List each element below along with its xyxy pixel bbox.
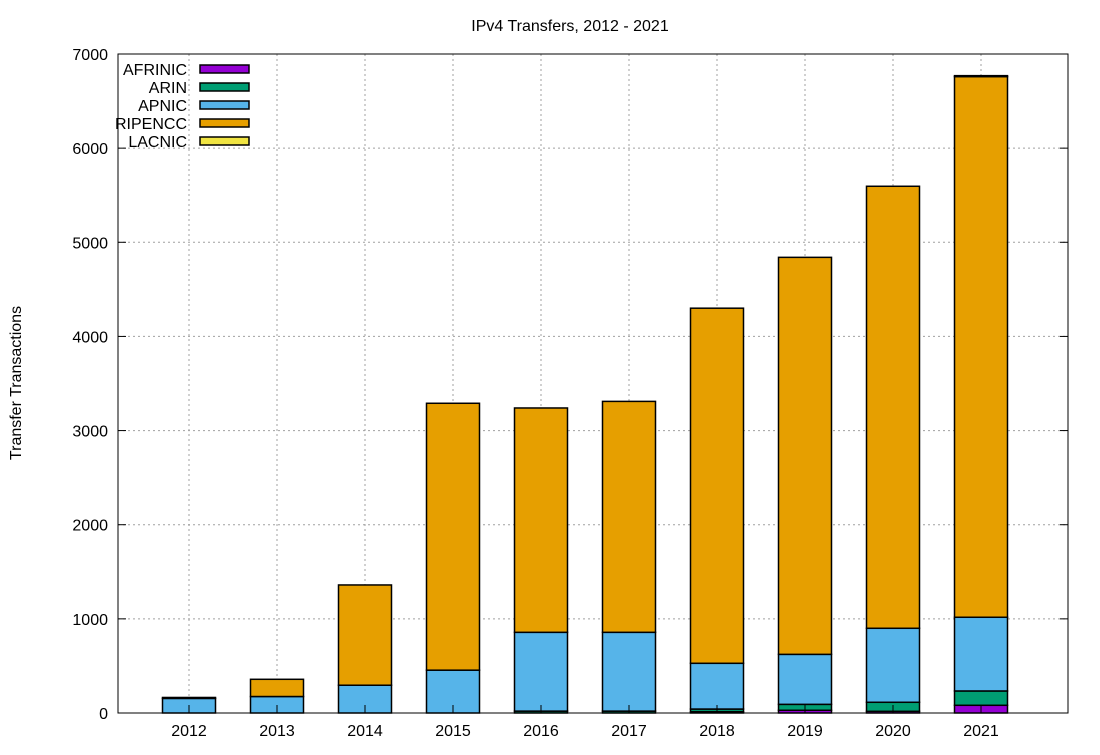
grid-lines (118, 54, 1068, 713)
x-tick-label: 2020 (875, 723, 911, 740)
bar-segment-arin-2021 (953, 690, 1009, 707)
y-tick-label: 1000 (72, 612, 108, 629)
bar-segment-apnic-2016 (513, 631, 569, 712)
bar-segment-lacnic-2021 (953, 74, 1009, 78)
legend-swatch-afrinic (199, 64, 250, 74)
bar-segment-apnic-2018 (689, 662, 745, 710)
bars (161, 74, 1009, 714)
bar-segment-ripencc-2016 (513, 407, 569, 634)
bar-segment-lacnic-2012 (161, 696, 217, 700)
x-tick-label: 2016 (523, 723, 559, 740)
legend-label-arin: ARIN (149, 80, 187, 97)
bar-segment-ripencc-2018 (689, 307, 745, 665)
x-tick-label: 2019 (787, 723, 823, 740)
y-tick-label: 0 (99, 706, 108, 723)
bar-segment-ripencc-2015 (425, 402, 481, 671)
y-tick-label: 2000 (72, 518, 108, 535)
x-tick-label: 2017 (611, 723, 647, 740)
y-axis-ticks: 0 1000 2000 3000 4000 5000 6000 7000 (72, 47, 1068, 723)
y-axis-label: Transfer Transactions (8, 306, 25, 460)
y-tick-label: 6000 (72, 141, 108, 158)
bar-segment-ripencc-2019 (777, 256, 833, 656)
chart-title: IPv4 Transfers, 2012 - 2021 (471, 18, 669, 35)
x-tick-label: 2015 (435, 723, 471, 740)
legend-label-ripencc: RIPENCC (115, 116, 187, 133)
y-tick-label: 4000 (72, 329, 108, 346)
bar-segment-ripencc-2013 (249, 678, 305, 698)
bar-segment-apnic-2020 (865, 627, 921, 704)
bar-segment-ripencc-2014 (337, 584, 393, 686)
y-tick-label: 3000 (72, 424, 108, 441)
bar-segment-ripencc-2017 (601, 400, 657, 634)
bar-segment-apnic-2019 (777, 653, 833, 706)
plot-border (117, 53, 1069, 714)
legend-swatch-lacnic (199, 136, 250, 146)
legend-label-afrinic: AFRINIC (123, 62, 187, 79)
bar-segment-ripencc-2021 (953, 75, 1009, 619)
x-tick-label: 2012 (171, 723, 207, 740)
y-tick-label: 7000 (72, 47, 108, 64)
x-tick-label: 2013 (259, 723, 295, 740)
legend-swatch-apnic (199, 100, 250, 110)
legend-label-lacnic: LACNIC (128, 134, 187, 151)
x-tick-label: 2021 (963, 723, 999, 740)
bar-segment-ripencc-2020 (865, 185, 921, 630)
bar-segment-apnic-2021 (953, 616, 1009, 692)
bar-segment-apnic-2017 (601, 631, 657, 712)
legend-label-apnic: APNIC (138, 98, 187, 115)
x-axis-ticks: 2012 2013 2014 2015 2016 2017 2018 2019 2020 2021 (171, 705, 999, 740)
x-tick-label: 2014 (347, 723, 383, 740)
legend-swatch-ripencc (199, 118, 250, 128)
x-tick-label: 2018 (699, 723, 735, 740)
y-tick-label: 5000 (72, 235, 108, 252)
legend-swatch-arin (199, 82, 250, 92)
